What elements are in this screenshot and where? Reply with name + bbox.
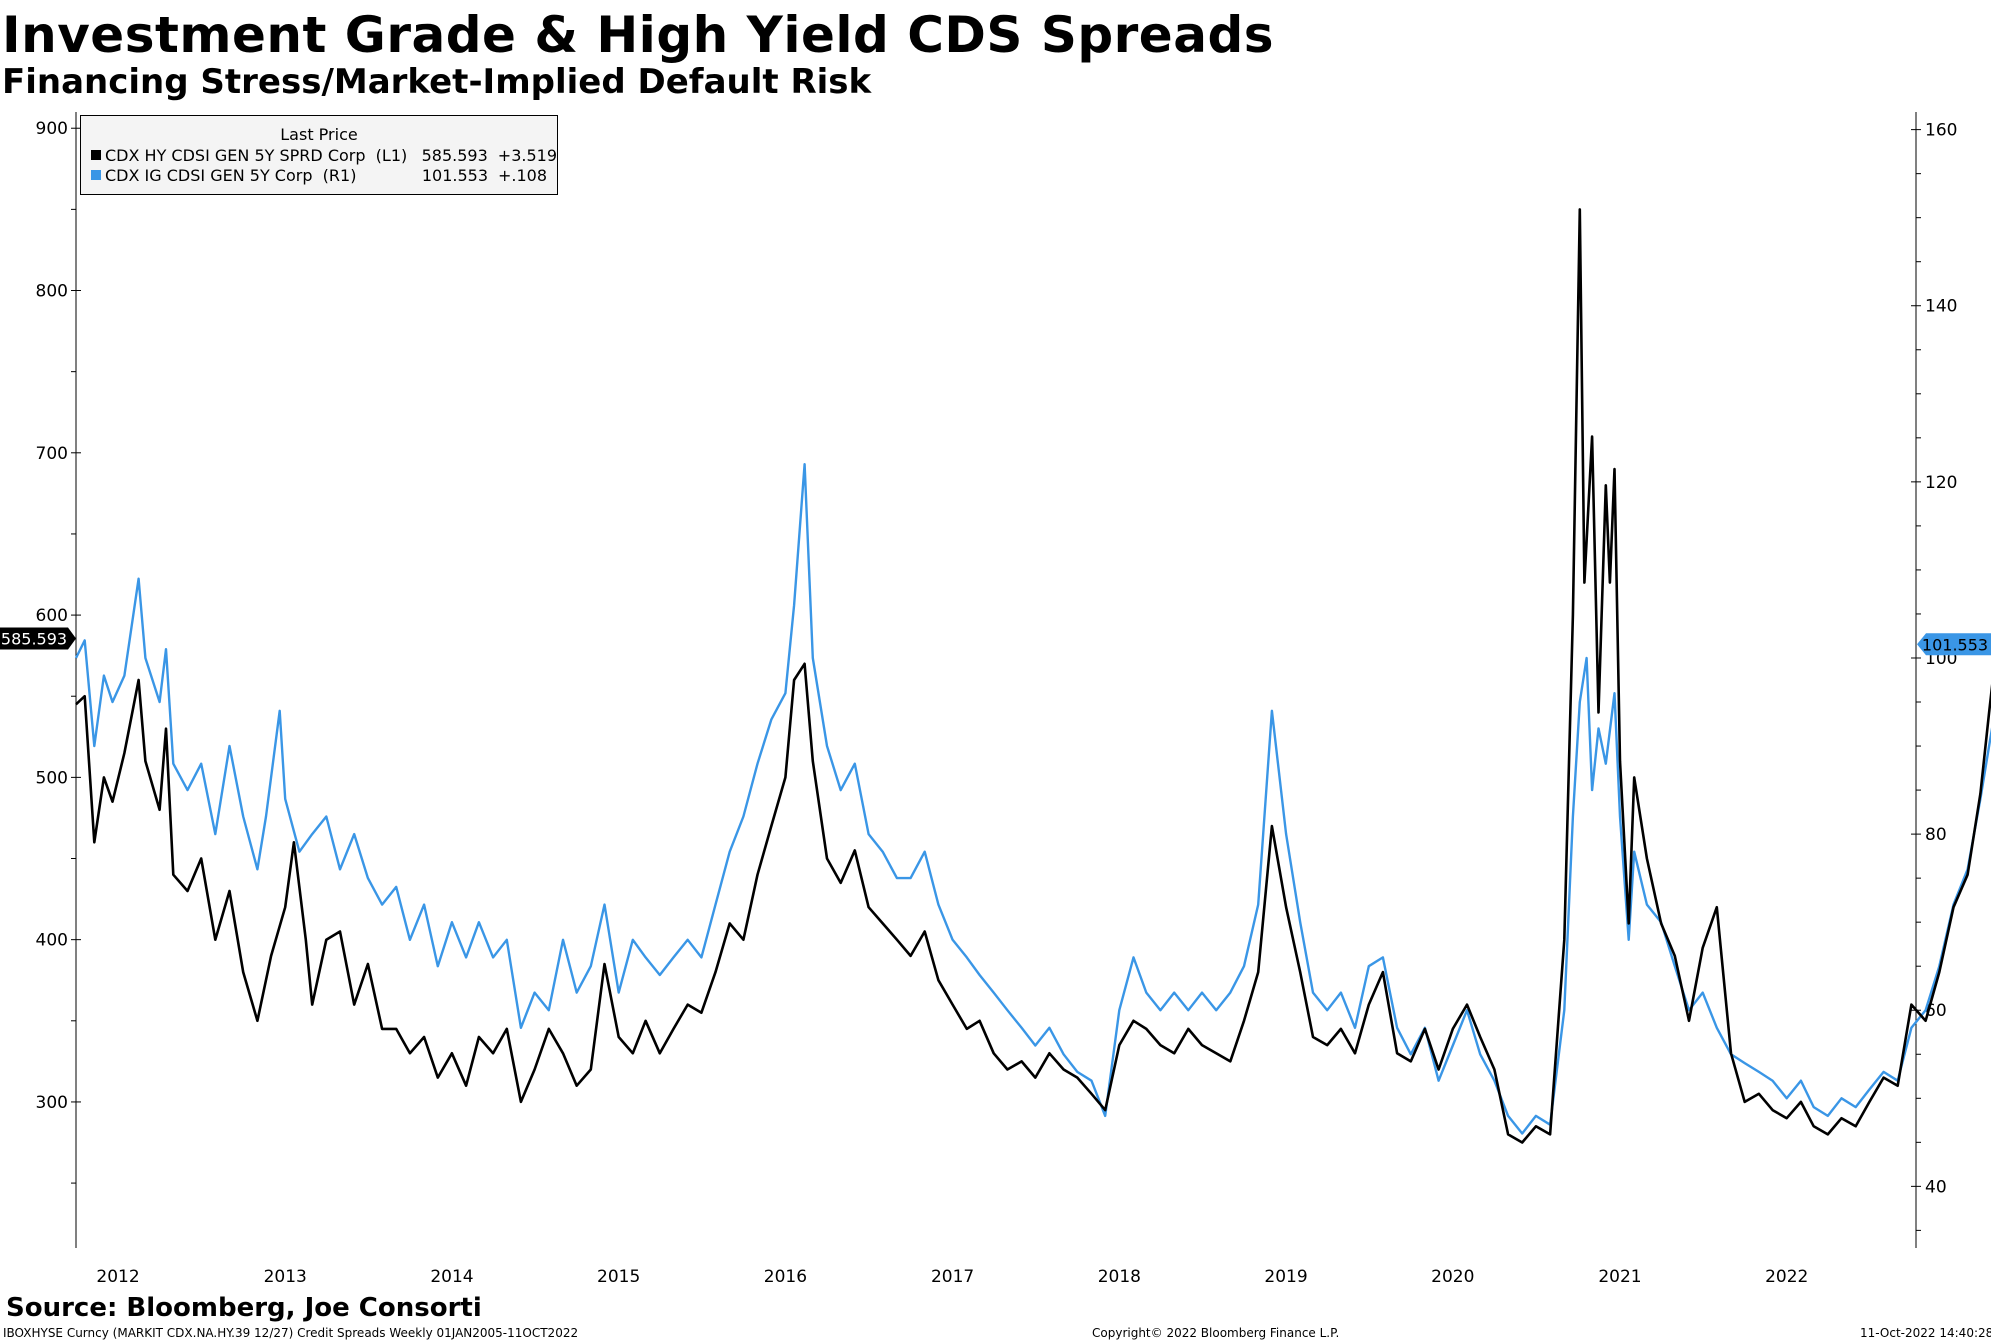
legend: Last Price CDX HY CDSI GEN 5Y SPRD Corp … xyxy=(80,115,558,195)
x-tick-label: 2014 xyxy=(430,1267,473,1287)
copyright: Copyright© 2022 Bloomberg Finance L.P. xyxy=(1092,1326,1340,1340)
x-tick-label: 2022 xyxy=(1765,1267,1808,1287)
legend-change-hy: +3.519 xyxy=(497,145,557,165)
y-left-tick-label: 800 xyxy=(36,282,68,302)
x-tick-label: 2021 xyxy=(1598,1267,1641,1287)
y-right-tick-label: 140 xyxy=(1925,297,1957,317)
last-value-label-right: 101.553 xyxy=(1922,635,1988,654)
series-line-ig xyxy=(74,463,1991,1135)
y-left-tick-label: 300 xyxy=(36,1093,68,1113)
chart-subtitle: Financing Stress/Market-Implied Default … xyxy=(2,62,872,102)
legend-name-ig: CDX IG CDSI GEN 5Y Corp (R1) xyxy=(105,165,357,185)
legend-swatch-ig xyxy=(91,170,101,180)
legend-name-hy: CDX HY CDSI GEN 5Y SPRD Corp (L1) xyxy=(105,145,408,165)
y-left-tick-label: 600 xyxy=(36,606,68,626)
y-right-tick-label: 40 xyxy=(1925,1177,1947,1197)
y-left-tick-label: 400 xyxy=(36,931,68,951)
series-line-hy xyxy=(75,208,1991,1144)
legend-change-ig: +.108 xyxy=(498,165,548,185)
last-value-tag-right xyxy=(1917,633,1991,656)
legend-value-ig: 101.553 xyxy=(421,165,488,185)
y-right-tick-label: 160 xyxy=(1925,121,1957,141)
y-right-tick-label: 120 xyxy=(1925,473,1957,493)
chart-title: Investment Grade & High Yield CDS Spread… xyxy=(2,6,1274,64)
legend-item-ig: CDX IG CDSI GEN 5Y Corp (R1) 101.553 +.1… xyxy=(81,165,557,185)
x-tick-label: 2018 xyxy=(1098,1267,1141,1287)
legend-swatch-hy xyxy=(91,150,101,160)
y-right-tick-label: 80 xyxy=(1925,825,1947,845)
x-tick-label: 2012 xyxy=(96,1267,139,1287)
y-left-tick-label: 900 xyxy=(36,119,68,139)
x-tick-label: 2016 xyxy=(764,1267,807,1287)
last-value-label-left: 585.593 xyxy=(1,629,67,648)
x-tick-label: 2020 xyxy=(1431,1267,1474,1287)
x-tick-label: 2013 xyxy=(264,1267,307,1287)
legend-value-hy: 585.593 xyxy=(421,145,488,165)
legend-header: Last Price xyxy=(280,125,358,144)
y-left-tick-label: 500 xyxy=(36,768,68,788)
x-tick-label: 2015 xyxy=(597,1267,640,1287)
source-note: Source: Bloomberg, Joe Consorti xyxy=(6,1293,482,1323)
y-left-tick-label: 700 xyxy=(36,444,68,464)
legend-item-hy: CDX HY CDSI GEN 5Y SPRD Corp (L1) 585.59… xyxy=(81,145,557,165)
last-value-tag-left xyxy=(0,627,76,650)
ticker-line: IBOXHYSE Curncy (MARKIT CDX.NA.HY.39 12/… xyxy=(3,1326,579,1340)
x-tick-label: 2019 xyxy=(1264,1267,1307,1287)
x-tick-label: 2017 xyxy=(931,1267,974,1287)
timestamp: 11-Oct-2022 14:40:28 xyxy=(1860,1326,1991,1340)
